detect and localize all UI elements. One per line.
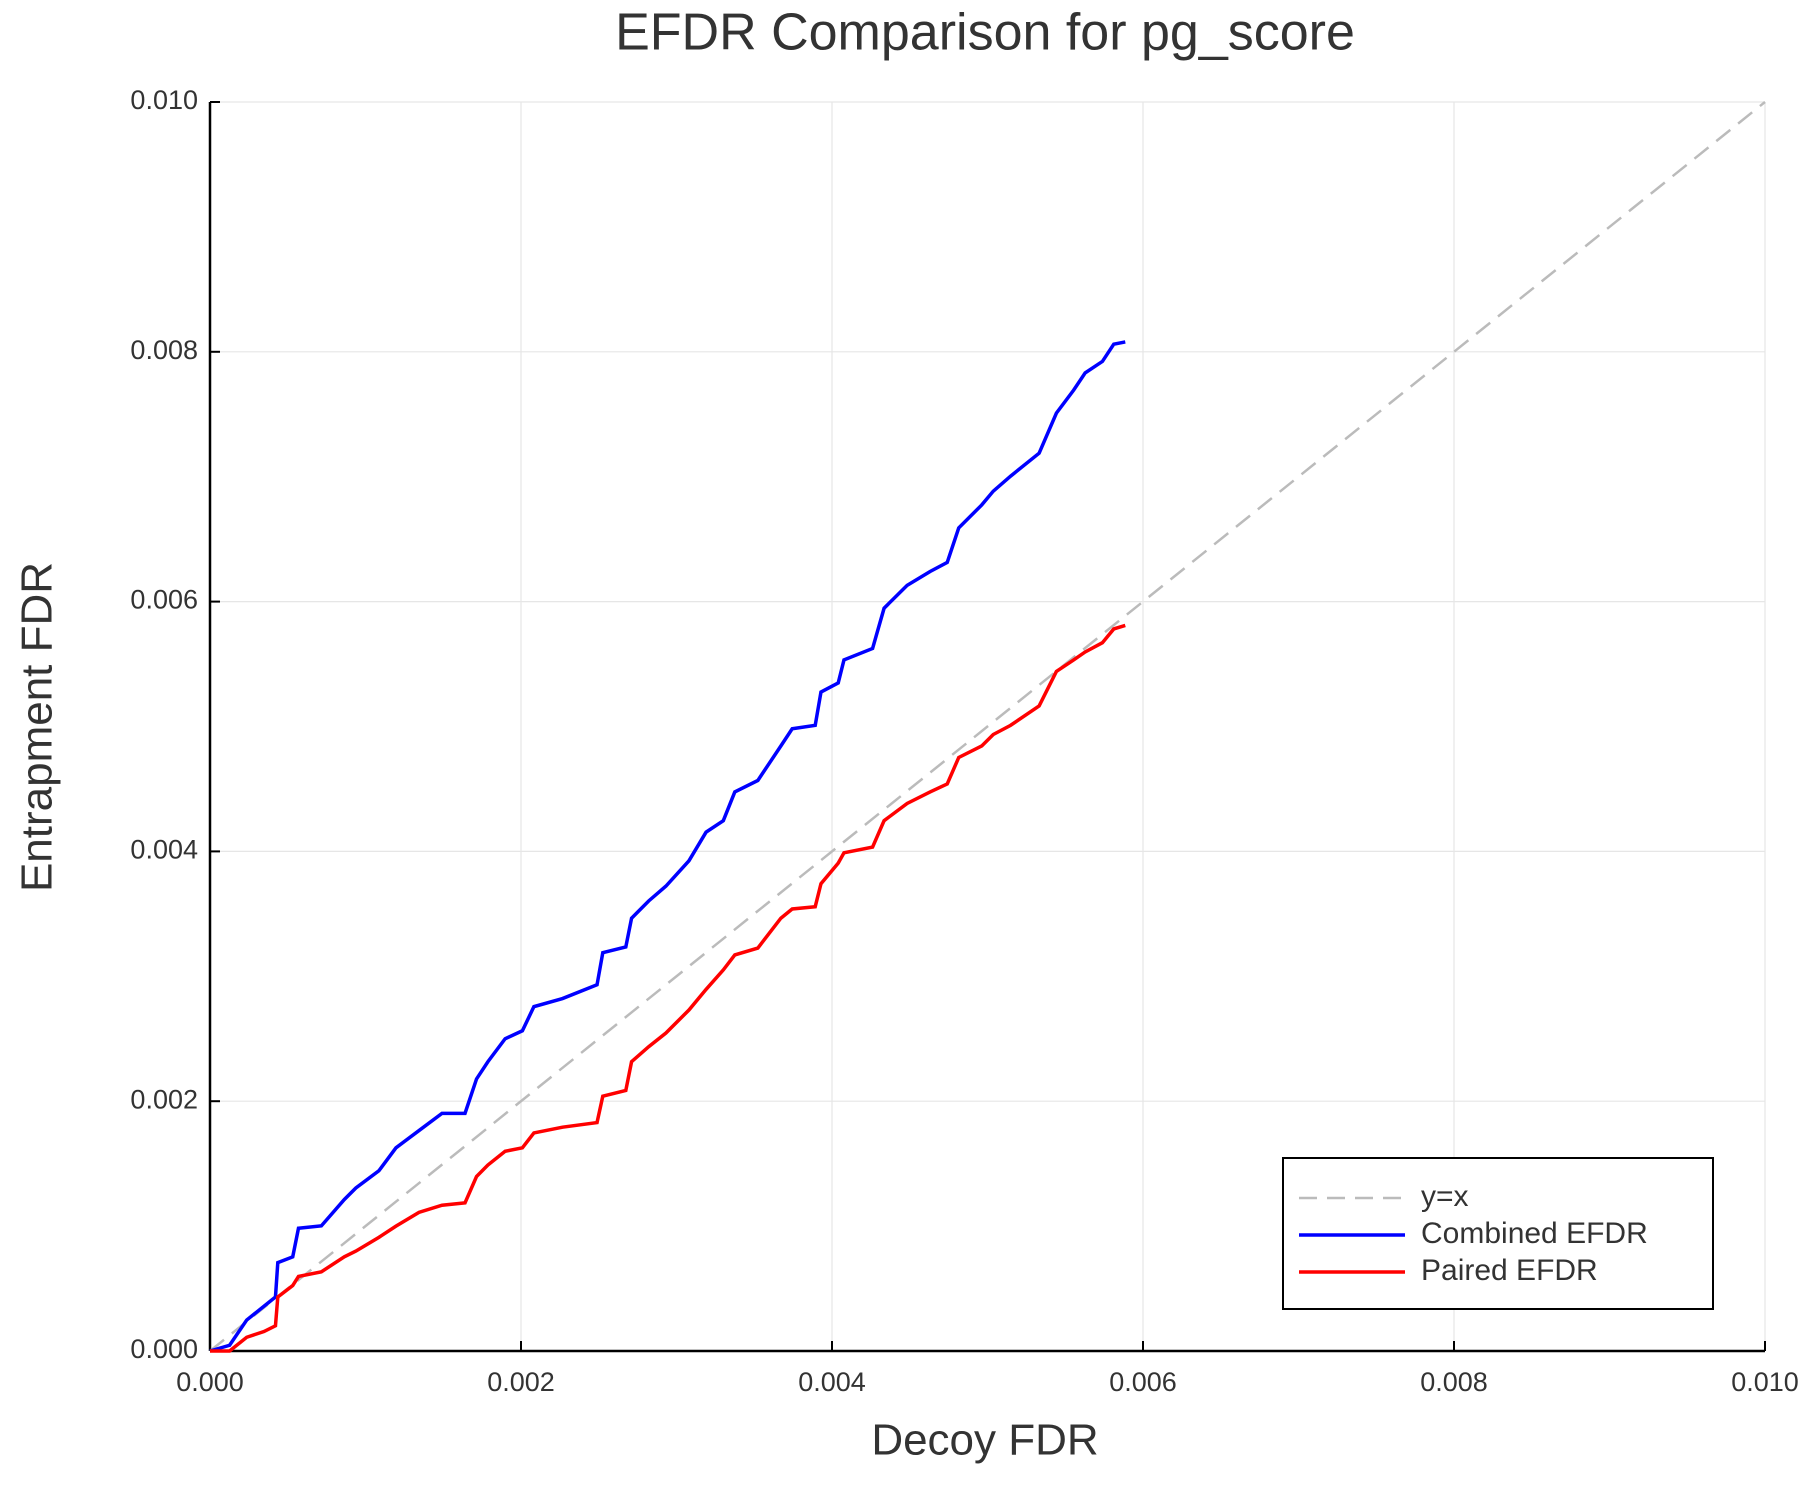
- legend-label: Paired EFDR: [1421, 1254, 1598, 1287]
- series-line: [209, 101, 1766, 1352]
- y-tick-label: 0.000: [130, 1334, 198, 1364]
- legend-label: y=x: [1421, 1180, 1469, 1213]
- series-line: [210, 623, 1126, 1353]
- x-tick-label: 0.008: [1420, 1367, 1488, 1397]
- x-axis-label: Decoy FDR: [871, 1416, 1098, 1465]
- legend-label: Combined EFDR: [1421, 1217, 1648, 1250]
- y-tick-label: 0.004: [130, 835, 198, 865]
- x-tick-label: 0.006: [1109, 1367, 1177, 1397]
- x-tick-label: 0.002: [487, 1367, 555, 1397]
- y-tick-label: 0.010: [130, 85, 198, 115]
- y-tick-label: 0.002: [130, 1084, 198, 1114]
- x-tick-label: 0.010: [1731, 1367, 1799, 1397]
- chart-title: EFDR Comparison for pg_score: [615, 4, 1355, 62]
- series-line: [209, 340, 1126, 1353]
- y-tick-label: 0.008: [130, 335, 198, 365]
- x-tick-label: 0.000: [176, 1367, 244, 1397]
- y-axis-label: Entrapment FDR: [13, 562, 62, 892]
- y-tick-label: 0.006: [130, 585, 198, 615]
- x-tick-label: 0.004: [798, 1367, 866, 1397]
